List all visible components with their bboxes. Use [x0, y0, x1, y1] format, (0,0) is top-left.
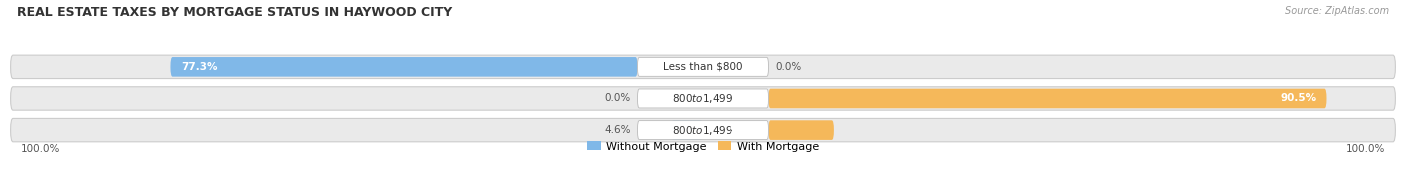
- FancyBboxPatch shape: [769, 89, 1326, 108]
- FancyBboxPatch shape: [11, 55, 1395, 79]
- Text: 77.3%: 77.3%: [181, 62, 218, 72]
- Text: 100.0%: 100.0%: [21, 144, 60, 154]
- Text: 0.0%: 0.0%: [775, 62, 801, 72]
- Text: Source: ZipAtlas.com: Source: ZipAtlas.com: [1285, 6, 1389, 16]
- Text: 4.6%: 4.6%: [605, 125, 631, 135]
- Text: 100.0%: 100.0%: [1346, 144, 1385, 154]
- FancyBboxPatch shape: [769, 120, 834, 140]
- FancyBboxPatch shape: [637, 121, 769, 140]
- Text: 90.5%: 90.5%: [1279, 93, 1316, 103]
- FancyBboxPatch shape: [637, 57, 769, 76]
- Text: $800 to $1,499: $800 to $1,499: [672, 92, 734, 105]
- FancyBboxPatch shape: [170, 57, 637, 77]
- FancyBboxPatch shape: [11, 87, 1395, 110]
- Text: Less than $800: Less than $800: [664, 62, 742, 72]
- FancyBboxPatch shape: [671, 120, 703, 140]
- Text: REAL ESTATE TAXES BY MORTGAGE STATUS IN HAYWOOD CITY: REAL ESTATE TAXES BY MORTGAGE STATUS IN …: [17, 6, 453, 19]
- Text: 0.0%: 0.0%: [605, 93, 631, 103]
- FancyBboxPatch shape: [637, 89, 769, 108]
- Legend: Without Mortgage, With Mortgage: Without Mortgage, With Mortgage: [582, 137, 824, 156]
- Text: $800 to $1,499: $800 to $1,499: [672, 124, 734, 137]
- FancyBboxPatch shape: [11, 118, 1395, 142]
- Text: 9.5%: 9.5%: [730, 125, 758, 135]
